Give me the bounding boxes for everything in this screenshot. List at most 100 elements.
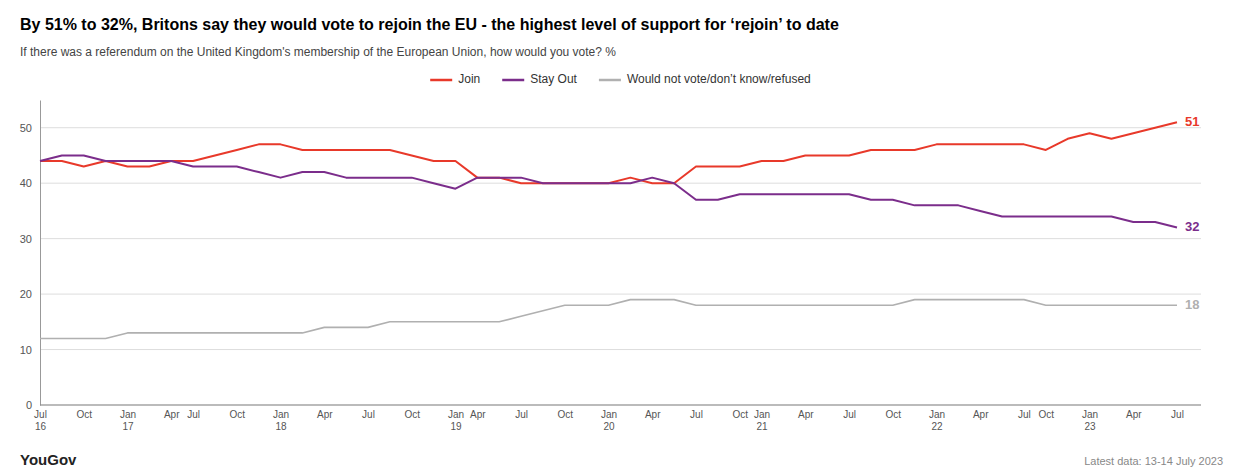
- legend: Join Stay Out Would not vote/don’t know/re…: [430, 72, 811, 86]
- x-tick-label: Apr: [973, 409, 989, 420]
- x-tick-label-line: 17: [122, 421, 134, 432]
- y-tick-label: 0: [26, 399, 32, 411]
- x-tick-label-line: Apr: [1126, 409, 1142, 420]
- x-tick: Jul: [690, 409, 703, 420]
- x-tick: Jan22: [929, 409, 945, 432]
- x-axis-line: [40, 405, 1201, 406]
- x-axis: Jul16OctJan17AprJulOctJan18AprJulOctJan1…: [34, 405, 1201, 432]
- y-tick-label: 10: [20, 344, 32, 356]
- x-tick-label: Jan19: [448, 409, 464, 432]
- y-tick-label: 40: [20, 177, 32, 189]
- x-tick-label-line: Jan: [1082, 409, 1098, 420]
- x-tick: Jul: [362, 409, 375, 420]
- x-tick: Oct: [557, 409, 573, 420]
- y-tick-label: 50: [20, 122, 32, 134]
- grid-line: [40, 127, 1201, 128]
- x-tick-label-line: 23: [1084, 421, 1096, 432]
- x-tick-label: Jan22: [929, 409, 945, 432]
- x-tick-label-line: Oct: [404, 409, 420, 420]
- x-tick-label-line: Jan: [273, 409, 289, 420]
- x-tick-label-line: Oct: [885, 409, 901, 420]
- x-tick-label: Apr: [645, 409, 661, 420]
- series-line: [40, 155, 1177, 227]
- x-tick: Apr: [164, 409, 180, 420]
- grid-line: [40, 294, 1201, 295]
- series-line: [40, 122, 1177, 183]
- legend-item: Stay Out: [502, 72, 577, 86]
- x-tick-label-line: 20: [603, 421, 615, 432]
- x-tick: Jul: [1171, 409, 1184, 420]
- x-tick: Apr: [645, 409, 661, 420]
- x-tick-label-line: Apr: [973, 409, 989, 420]
- x-tick-label-line: Jan: [929, 409, 945, 420]
- x-tick-label-line: Jan: [120, 409, 136, 420]
- y-tick: 50: [20, 122, 40, 134]
- x-tick-label-line: Jul: [843, 409, 856, 420]
- x-tick-label-line: 18: [275, 421, 287, 432]
- x-tick-label-line: Jul: [34, 409, 47, 420]
- x-tick-label: Apr: [317, 409, 333, 420]
- end-label: 51: [1185, 114, 1199, 129]
- x-tick-label: Jan20: [601, 409, 617, 432]
- x-tick-label-line: Apr: [164, 409, 180, 420]
- x-tick-label: Oct: [404, 409, 420, 420]
- grid-line: [40, 238, 1201, 239]
- title: By 51% to 32%, Britons say they would vo…: [20, 16, 839, 33]
- x-tick-label: Jul: [187, 409, 200, 420]
- x-tick: Jan19: [448, 409, 464, 432]
- y-tick-label: 30: [20, 233, 32, 245]
- x-tick-label: Jul: [362, 409, 375, 420]
- x-tick-label-line: Jul: [362, 409, 375, 420]
- legend-swatch: [430, 79, 452, 82]
- x-tick-label: Apr: [1126, 409, 1142, 420]
- x-tick-label: Jul: [1171, 409, 1184, 420]
- x-tick-label-line: Apr: [798, 409, 814, 420]
- x-tick-label: Oct: [732, 409, 748, 420]
- x-tick: Jan23: [1082, 409, 1098, 432]
- x-tick: Oct: [230, 409, 246, 420]
- x-tick: Jul: [515, 409, 528, 420]
- x-tick-label: Jul16: [34, 409, 47, 432]
- x-tick: Jan20: [601, 409, 617, 432]
- x-tick-label: Oct: [76, 409, 92, 420]
- x-tick-label-line: 16: [35, 421, 47, 432]
- x-tick-label-line: Jan: [754, 409, 770, 420]
- chart: By 51% to 32%, Britons say they would vo…: [0, 0, 1241, 475]
- x-tick-label: Jan23: [1082, 409, 1098, 432]
- x-tick-label: Jan18: [273, 409, 289, 432]
- y-tick: 40: [20, 177, 40, 189]
- legend-label: Would not vote/don’t know/refused: [627, 72, 811, 86]
- x-tick-label: Oct: [230, 409, 246, 420]
- x-tick-label-line: Oct: [732, 409, 748, 420]
- x-tick: Jan18: [273, 409, 289, 432]
- x-tick: Jul: [187, 409, 200, 420]
- x-tick: Jul: [1018, 409, 1031, 420]
- legend-label: Join: [458, 72, 480, 86]
- x-tick-label-line: Apr: [470, 409, 486, 420]
- x-tick-label-line: Oct: [76, 409, 92, 420]
- x-tick-label: Jul: [1018, 409, 1031, 420]
- x-tick-label-line: Apr: [317, 409, 333, 420]
- x-tick: Apr: [470, 409, 486, 420]
- end-label: 18: [1185, 297, 1199, 312]
- source: YouGov: [20, 451, 77, 468]
- series-line: [40, 300, 1177, 339]
- grid-line: [40, 405, 1201, 406]
- y-axis: 01020304050: [20, 101, 41, 412]
- plot: 01020304050Jul16OctJan17AprJulOctJan18Ap…: [20, 101, 1201, 432]
- x-tick-label-line: 22: [931, 421, 943, 432]
- annotations: 51 32 18: [1185, 114, 1199, 312]
- x-tick-label-line: Apr: [645, 409, 661, 420]
- x-tick: Jan21: [754, 409, 770, 432]
- x-tick: Oct: [404, 409, 420, 420]
- subtitle: If there was a referendum on the United …: [20, 45, 616, 59]
- x-tick: Oct: [732, 409, 748, 420]
- x-tick-label-line: Oct: [1039, 409, 1055, 420]
- legend-swatch: [599, 79, 621, 82]
- y-tick: 30: [20, 233, 40, 245]
- legend-item: Join: [430, 72, 480, 86]
- end-label: 32: [1185, 219, 1199, 234]
- x-tick-label-line: 19: [450, 421, 462, 432]
- x-tick: Oct: [1039, 409, 1055, 420]
- x-tick-label: Jul: [690, 409, 703, 420]
